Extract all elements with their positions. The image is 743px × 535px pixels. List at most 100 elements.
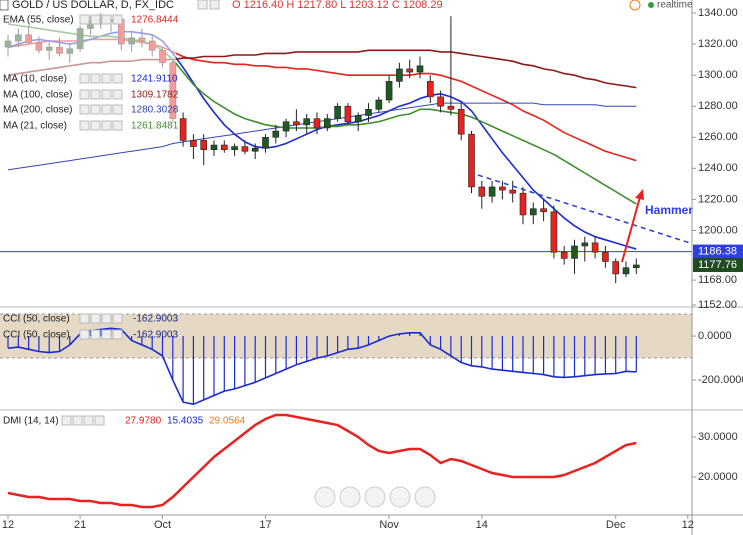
candle-body	[426, 81, 434, 98]
candle-body	[282, 121, 290, 132]
y-tick-label: 0.0000	[698, 330, 732, 342]
candle-body	[560, 251, 568, 259]
legend-icon[interactable]	[101, 104, 112, 115]
candle-body	[406, 68, 414, 73]
candle-body	[251, 147, 259, 152]
candle-body	[447, 105, 455, 110]
candle-body	[540, 208, 547, 213]
legend-icon[interactable]	[90, 313, 101, 324]
series-line	[7, 102, 637, 171]
candle-body	[468, 133, 475, 188]
price-box-label: 1177.76	[698, 259, 737, 271]
arrow	[621, 196, 641, 263]
legend-icon[interactable]	[79, 73, 90, 84]
y-tick-label: 1152.00	[698, 299, 737, 311]
legend-icon[interactable]	[101, 313, 112, 324]
candle-body	[365, 109, 372, 116]
candle-body	[488, 186, 496, 197]
legend-icon[interactable]	[112, 73, 123, 84]
nav-button[interactable]	[414, 486, 436, 508]
x-tick-label: 12	[682, 519, 694, 531]
legend-icon[interactable]	[79, 104, 90, 115]
legend-icon[interactable]	[90, 120, 101, 131]
candle-body	[550, 211, 558, 253]
legend-name: CCI (50, close)	[3, 314, 70, 325]
legend-value: 1280.3028	[131, 105, 179, 116]
legend-icon[interactable]	[72, 415, 83, 426]
legend-icon[interactable]	[61, 415, 72, 426]
nav-button[interactable]	[339, 486, 361, 508]
navigation	[314, 486, 436, 508]
legend-icon[interactable]	[101, 89, 112, 100]
series-line	[7, 327, 637, 406]
legend-icon[interactable]	[79, 329, 90, 340]
legend-icon[interactable]	[90, 329, 101, 340]
y-tick-label: 1240.00	[698, 162, 738, 174]
legend-icon[interactable]	[90, 104, 101, 115]
legend-icon[interactable]	[112, 329, 123, 340]
y-tick-label: 1300.00	[698, 69, 738, 81]
legend-icon[interactable]	[79, 14, 90, 25]
candle-body	[396, 68, 403, 82]
y-tick-label: 1220.00	[698, 193, 738, 205]
price-box	[693, 244, 743, 259]
candle-body	[591, 242, 599, 253]
legend-icon[interactable]	[83, 415, 94, 426]
legends: GOLD / US DOLLAR, D, FX_IDC O 1216.40 H …	[0, 0, 693, 427]
legend-icon[interactable]	[101, 14, 112, 25]
x-tick-label: 14	[476, 519, 488, 531]
legend-name: MA (10, close)	[3, 74, 67, 85]
candle-body	[478, 186, 486, 197]
legend-icon[interactable]	[101, 329, 112, 340]
legend-icon[interactable]	[112, 313, 123, 324]
legend-icon[interactable]	[90, 73, 101, 84]
legend-icon[interactable]	[79, 120, 90, 131]
status: realtime	[657, 0, 693, 11]
y-tick-label: 30.0000	[698, 431, 738, 443]
nav-button[interactable]	[389, 486, 411, 508]
candle-body	[632, 264, 640, 269]
axes: 1340.00 1320.00 1300.00 1280.00 1260.00 1240.…	[2, 7, 743, 531]
y-tick-label: 1260.00	[698, 131, 738, 143]
nav-button[interactable]	[314, 486, 336, 508]
candle-body	[200, 140, 207, 150]
legend-icon[interactable]	[112, 89, 123, 100]
legend-icon[interactable]	[112, 14, 123, 25]
nav-button[interactable]	[364, 486, 386, 508]
legend-icon[interactable]	[79, 313, 90, 324]
candle-body	[221, 144, 228, 150]
legend-name: MA (100, close)	[3, 90, 72, 101]
legend-icon[interactable]	[112, 104, 123, 115]
candle-body	[241, 146, 249, 152]
candle-body	[385, 81, 393, 101]
y-tick-label: 1340.00	[698, 7, 738, 19]
legend-icon[interactable]	[90, 89, 101, 100]
series-line	[7, 413, 637, 509]
legend-value: -162.9003	[133, 314, 178, 325]
legend-icon[interactable]	[209, 0, 220, 10]
x-tick-label: Nov	[379, 519, 399, 531]
legend-value: 27.9780	[125, 416, 162, 427]
symbol-title: GOLD / US DOLLAR, D, FX_IDC	[12, 0, 174, 11]
legend-icon[interactable]	[94, 415, 105, 426]
arrow-head	[635, 189, 644, 200]
candle-body	[509, 189, 517, 194]
x-tick-label: 17	[259, 519, 271, 531]
status-dot	[648, 2, 654, 8]
candle-body	[231, 146, 238, 150]
symbol-icon[interactable]	[0, 0, 9, 11]
legend-icon[interactable]	[112, 120, 123, 131]
currency-icon[interactable]	[629, 0, 641, 11]
price-box	[693, 257, 743, 272]
candle-body	[272, 130, 280, 138]
candle-body	[437, 96, 444, 107]
legend-icon[interactable]	[79, 89, 90, 100]
legend-name: MA (21, close)	[3, 121, 67, 132]
legend-icon[interactable]	[197, 0, 208, 10]
y-tick-label: 1168.00	[698, 274, 737, 286]
legend-icon[interactable]	[90, 14, 101, 25]
legend-icon[interactable]	[101, 73, 112, 84]
legend-icon[interactable]	[101, 120, 112, 131]
